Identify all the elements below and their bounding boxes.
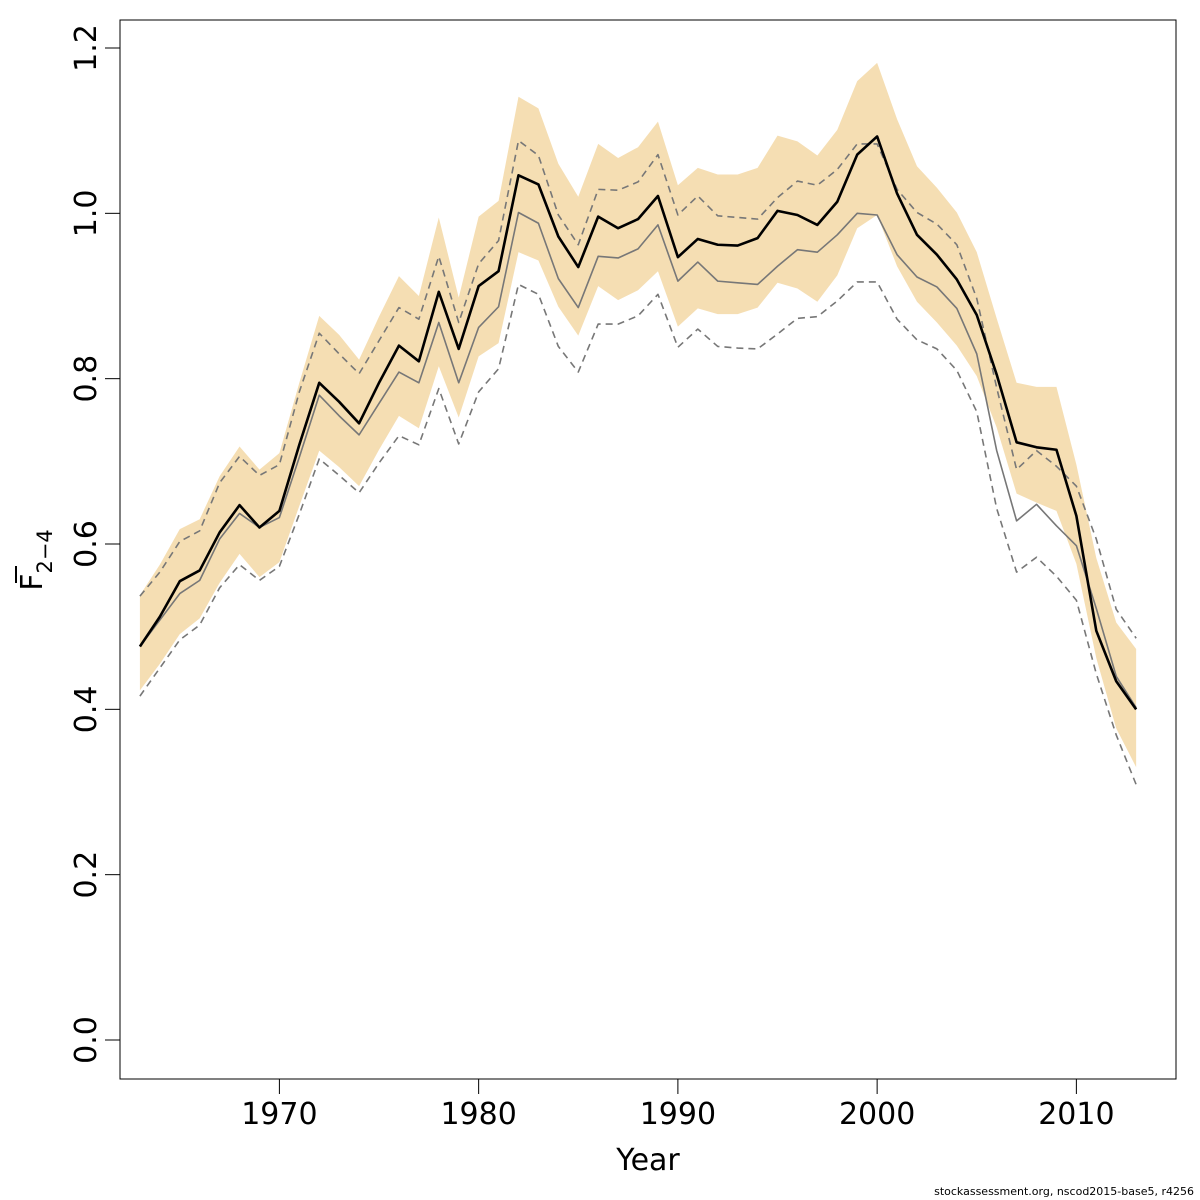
- y-tick-label: 1.0: [69, 189, 104, 237]
- x-axis-title: Year: [615, 1143, 680, 1178]
- y-tick-label: 0.4: [69, 685, 104, 733]
- y-axis-title: F2−4: [15, 529, 57, 591]
- series-line-1: [139, 211, 1137, 709]
- x-tick-label: 2000: [839, 1097, 915, 1132]
- y-tick-label: 1.2: [69, 24, 104, 72]
- x-tick-label: 1970: [241, 1097, 317, 1132]
- confidence-band: [139, 62, 1137, 768]
- x-axis: 1970 1980 1990 2000 2010: [241, 1078, 1115, 1132]
- confidence-band-layer: [139, 62, 1137, 768]
- y-axis: 0.0 0.2 0.4 0.6 0.8 1.0 1.2: [69, 24, 121, 1064]
- y-tick-label: 0.8: [69, 355, 104, 403]
- series-layer: [138, 135, 1138, 785]
- x-tick-label: 2010: [1038, 1097, 1114, 1132]
- y-axis-title-subscript: 2−4: [33, 529, 57, 573]
- x-tick-label: 1980: [440, 1097, 516, 1132]
- series-line-0: [138, 135, 1138, 711]
- series-line-2: [139, 139, 1137, 639]
- y-axis-title-main: F: [15, 574, 50, 591]
- x-tick-label: 1990: [640, 1097, 716, 1132]
- footer-credit: stockassessment.org, nscod2015-base5, r4…: [934, 1185, 1194, 1198]
- series-line-3: [139, 281, 1137, 785]
- y-tick-label: 0.2: [69, 851, 104, 899]
- y-tick-label: 0.0: [69, 1016, 104, 1064]
- y-tick-label: 0.6: [69, 520, 104, 568]
- svg-text:F2−4: F2−4: [15, 529, 57, 591]
